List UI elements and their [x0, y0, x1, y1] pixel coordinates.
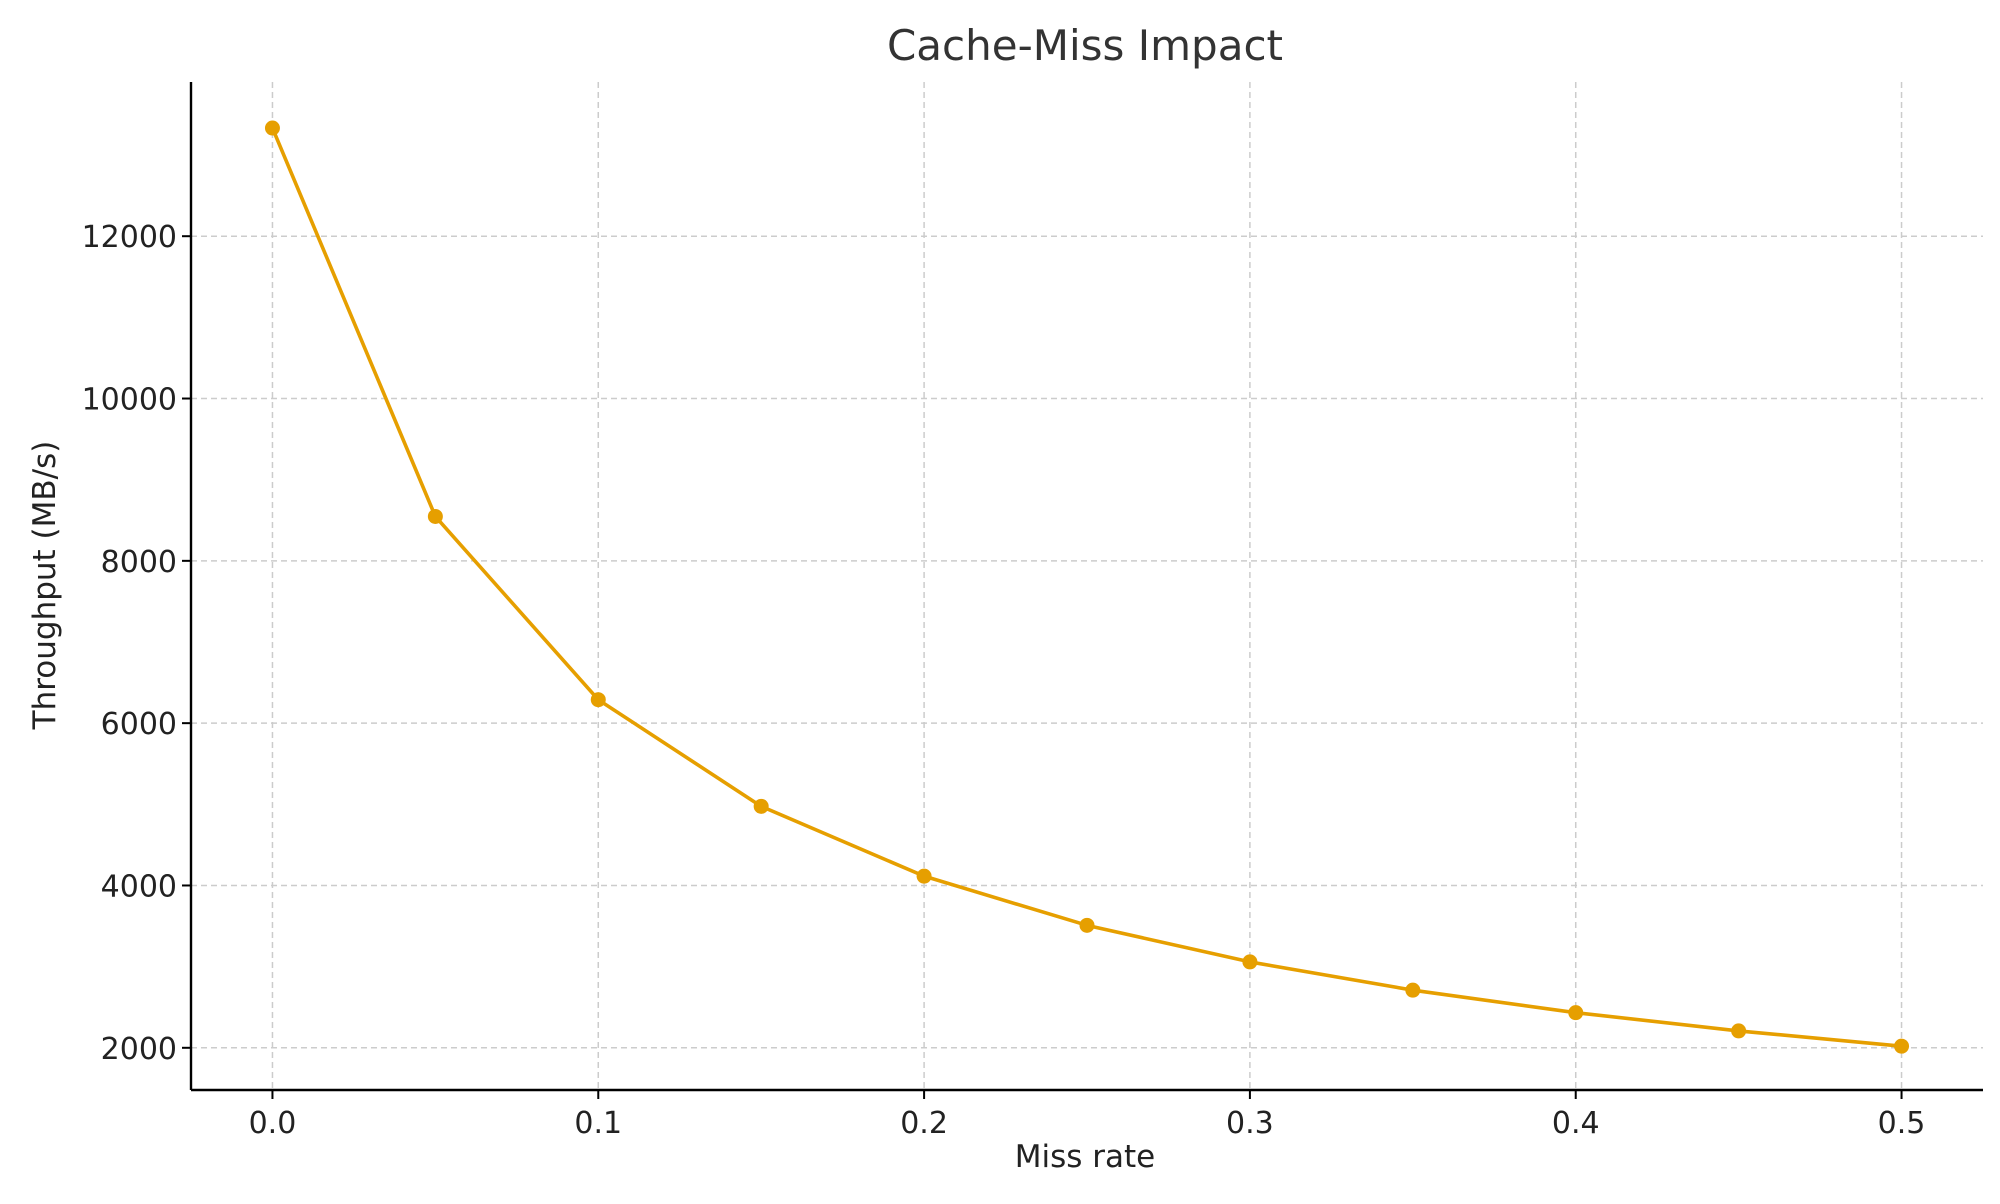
grid [191, 82, 1983, 1090]
data-point [1405, 982, 1421, 998]
tick-labels: 0.0 0.1 0.2 0.3 0.4 0.5 2000 4000 6000 8000 10000 1… [82, 220, 1926, 1141]
x-tick-label: 0.3 [1226, 1106, 1274, 1141]
y-tick-label: 12000 [82, 220, 177, 255]
y-tick-label: 6000 [101, 707, 177, 742]
x-tick-label: 0.0 [249, 1106, 297, 1141]
y-axis-label: Throughput (MB/s) [27, 441, 63, 731]
x-tick-label: 0.1 [574, 1106, 622, 1141]
data-point [1242, 954, 1258, 970]
data-point [590, 692, 606, 708]
x-tick-label: 0.4 [1552, 1106, 1600, 1141]
x-axis-label: Miss rate [1015, 1139, 1155, 1175]
y-tick-label: 8000 [101, 545, 177, 580]
data-point [1731, 1023, 1747, 1039]
data-point [753, 798, 769, 814]
data-point [264, 120, 280, 136]
series [264, 120, 1910, 1054]
y-tick-label: 2000 [101, 1032, 177, 1067]
y-tick-label: 10000 [82, 383, 177, 418]
data-point [1894, 1038, 1910, 1054]
data-point [427, 508, 443, 524]
data-point [1568, 1005, 1584, 1021]
x-tick-label: 0.5 [1878, 1106, 1926, 1141]
data-point [1079, 917, 1095, 933]
data-point [916, 868, 932, 884]
chart-title: Cache-Miss Impact [887, 21, 1283, 70]
y-tick-label: 4000 [101, 869, 177, 904]
axes [189, 82, 1983, 1092]
x-tick-label: 0.2 [900, 1106, 948, 1141]
